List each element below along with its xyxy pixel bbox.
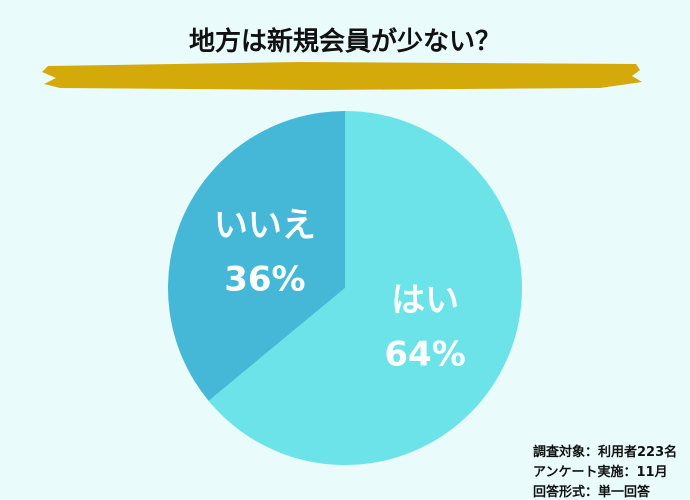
footnote: アンケート実施：11月 (533, 464, 668, 480)
slice-category: いいえ (214, 205, 316, 245)
slice-value: 64% (384, 335, 465, 375)
slice-category: はい (391, 281, 459, 321)
chart-title: 地方は新規会員が少ない？ (189, 26, 501, 57)
footnote: 回答形式：単一回答 (533, 484, 651, 500)
footnote: 調査対象：利用者223名 (533, 444, 677, 460)
pie-slice (208, 111, 522, 466)
slice-value: 36% (224, 259, 305, 299)
title-underline (42, 62, 642, 90)
pie-slice (168, 110, 345, 401)
